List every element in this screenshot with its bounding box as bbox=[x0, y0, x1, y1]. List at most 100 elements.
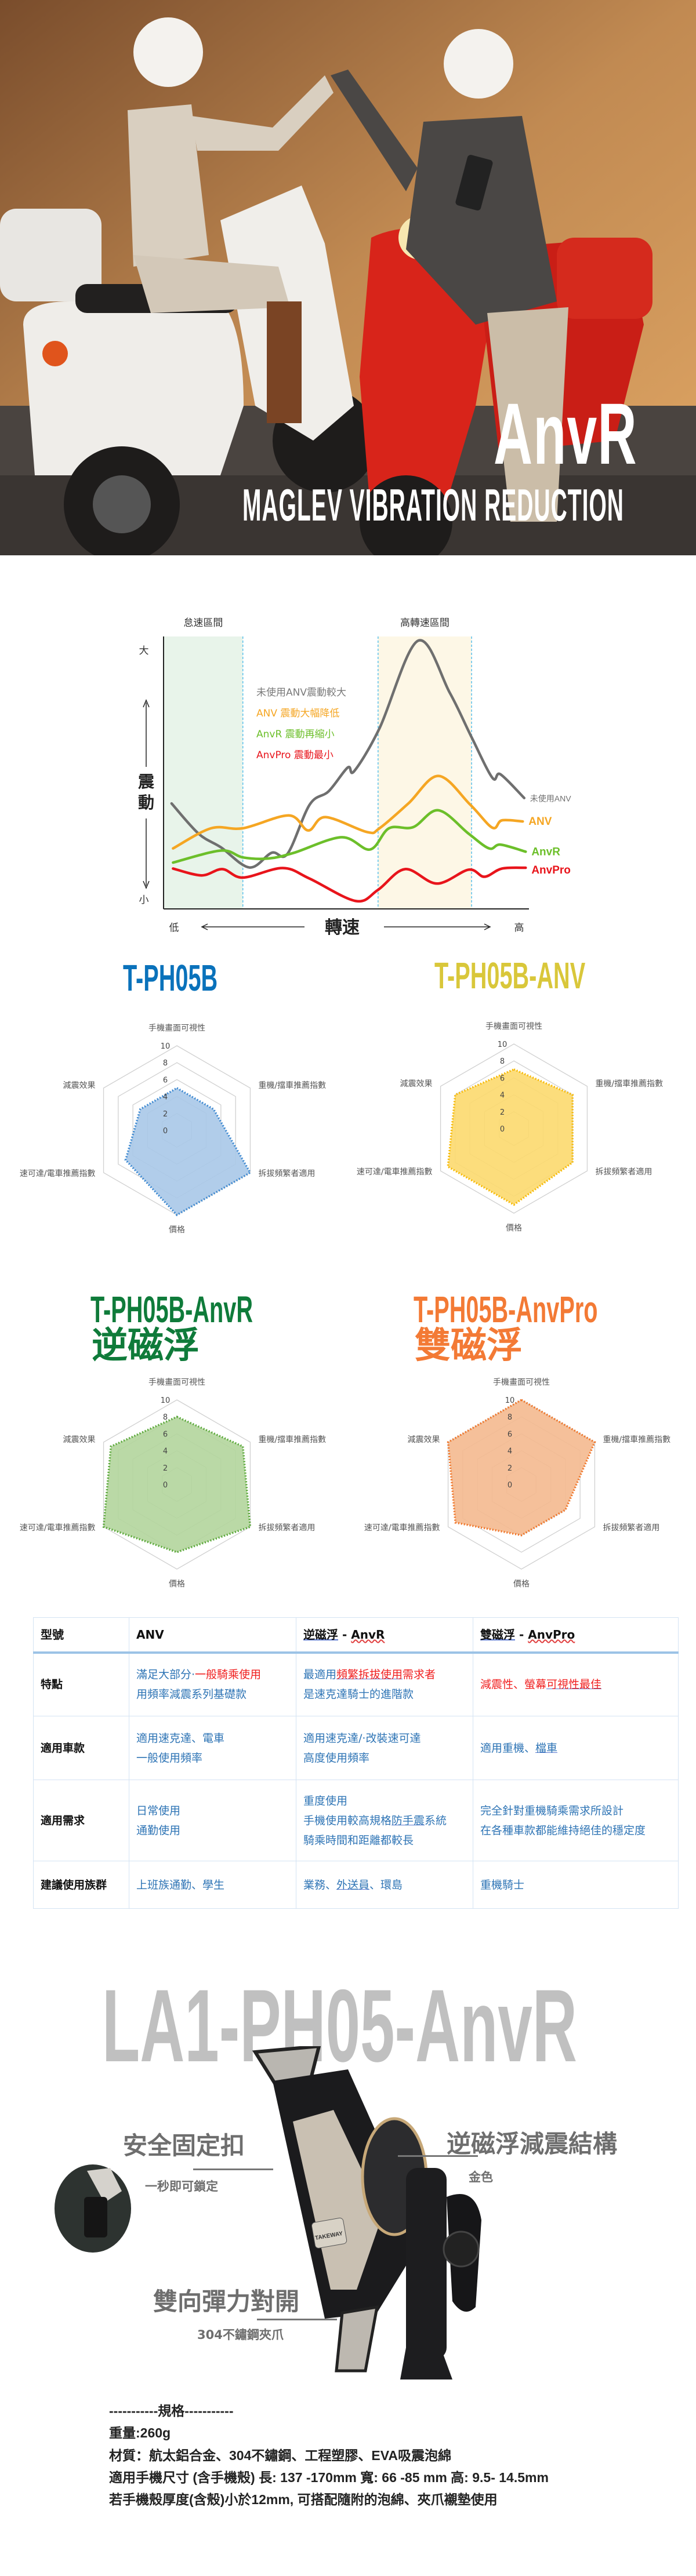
radar-tick-label: 2 bbox=[507, 1464, 512, 1473]
y-high-label: 大 bbox=[139, 645, 149, 657]
table-cell: 適用速克達、電車 一般使用頻率 bbox=[129, 1716, 296, 1780]
spec-material: 材質：航太鋁合金、304不鏽鋼、工程塑膠、EVA吸震泡綿 bbox=[109, 2448, 451, 2463]
series-line-anvpro bbox=[172, 866, 527, 903]
product-model-title: LA1-PH05-AnvR bbox=[102, 1968, 577, 2083]
radar-data-area bbox=[102, 1416, 252, 1553]
row-label: 特點 bbox=[33, 1652, 129, 1716]
radar-gridline bbox=[440, 1043, 588, 1214]
x-low-label: 低 bbox=[169, 922, 179, 934]
radar-axis-label: 手機畫面可視性 bbox=[493, 1378, 550, 1387]
spec-weight: 重量:260g bbox=[109, 2425, 171, 2440]
table-cell: 滿足大部分‧一般騎乘使用 用頻率減震系列基礎款 bbox=[129, 1652, 296, 1716]
series-line-anv bbox=[172, 774, 524, 850]
radar-axis-label: 減震效果 bbox=[400, 1079, 433, 1089]
table-row: 適用車款 適用速克達、電車 一般使用頻率 適用速克達/‧改裝速可達 高度使用頻率 適… bbox=[33, 1716, 679, 1780]
radar-axis-label: 價格 bbox=[506, 1223, 522, 1233]
series-line-anvr bbox=[172, 809, 527, 864]
callout-sub-lock: 一秒即可鎖定 bbox=[145, 2180, 218, 2193]
radar-subtitle-anvr: 逆磁浮 bbox=[92, 1324, 200, 1366]
radar-axis-label: 價格 bbox=[513, 1579, 530, 1589]
x-axis-label: 轉速 bbox=[325, 918, 360, 938]
radar-tick-label: 6 bbox=[507, 1430, 512, 1439]
arrow-head-icon bbox=[143, 699, 150, 708]
radar-tick-label: 8 bbox=[163, 1413, 168, 1422]
table-cell: 日常使用 通勤使用 bbox=[129, 1780, 296, 1861]
radar-title-anvpro: T-PH05B-AnvPro bbox=[414, 1289, 598, 1330]
y-axis-label: 震 bbox=[138, 772, 155, 791]
radar-axis-label: 重機/擋車推薦指數 bbox=[603, 1435, 670, 1445]
chart-region-band bbox=[378, 636, 472, 909]
radar-tick-label: 8 bbox=[507, 1413, 512, 1422]
header-anvr: 逆磁浮 - AnvR bbox=[296, 1617, 473, 1654]
radar-tick-label: 4 bbox=[507, 1447, 512, 1456]
table-row: 建議使用族群 上班族通勤、學生 業務、外送員、環島 重機騎士 bbox=[33, 1861, 679, 1909]
arrow-head-icon bbox=[201, 923, 208, 930]
table-row: 適用需求 日常使用 通勤使用 重度使用 手機使用較高規格防手震系統 騎乘時間和距離都較… bbox=[33, 1780, 679, 1861]
table-cell: 上班族通勤、學生 bbox=[129, 1861, 296, 1909]
callout-title-maglev: 逆磁浮減震結構 bbox=[447, 2130, 618, 2158]
row-label: 建議使用族群 bbox=[33, 1861, 129, 1909]
radar-gridline bbox=[103, 1399, 251, 1570]
radar-axis-label: 重機/擋車推薦指數 bbox=[595, 1079, 663, 1089]
radar-axis-label: 價格 bbox=[169, 1579, 185, 1589]
radar-tick-label: 10 bbox=[505, 1396, 515, 1405]
hero-subtitle: MAGLEV VIBRATION REDUCTION bbox=[242, 479, 624, 530]
radar-tick-label: 4 bbox=[163, 1447, 168, 1456]
callout-line-lock bbox=[193, 2169, 273, 2170]
callout-title-clamp: 雙向彈力對開 bbox=[153, 2287, 300, 2316]
radar-axis-label: 手機畫面可視性 bbox=[148, 1024, 205, 1033]
chart-annotation: AnvPro 震動最小 bbox=[256, 749, 334, 761]
radar-tick-label: 0 bbox=[163, 1481, 168, 1490]
series-line-未使用anv bbox=[170, 639, 526, 869]
table-row: 特點 滿足大部分‧一般騎乘使用 用頻率減震系列基礎款 最適用頻繁拆拔使用需求者 是速… bbox=[33, 1652, 679, 1716]
radar-tick-label: 6 bbox=[163, 1076, 168, 1085]
arrow-head-icon bbox=[143, 881, 150, 889]
y-axis-label: 動 bbox=[138, 793, 154, 812]
radar-axis-label: 拆拔頻繁者適用 bbox=[595, 1167, 652, 1177]
radar-tick-label: 10 bbox=[498, 1040, 507, 1049]
radar-axis-label: 拆拔頻繁者適用 bbox=[603, 1523, 659, 1533]
radar-axis-label: 減震效果 bbox=[63, 1435, 96, 1445]
series-label: AnvR bbox=[531, 846, 560, 858]
lock-detail-inset bbox=[55, 2164, 131, 2253]
region-label: 怠速區間 bbox=[183, 617, 223, 629]
radar-tick-label: 2 bbox=[163, 1464, 168, 1473]
radar-tick-label: 4 bbox=[163, 1093, 168, 1102]
header-model: 型號 bbox=[33, 1617, 129, 1654]
radar-tick-label: 10 bbox=[161, 1396, 171, 1405]
table-cell: 業務、外送員、環島 bbox=[296, 1861, 473, 1909]
radar-tick-label: 6 bbox=[500, 1074, 505, 1083]
callout-sub-maglev: 金色 bbox=[469, 2170, 493, 2184]
table-cell: 最適用頻繁拆拔使用需求者 是速克達騎士的進階款 bbox=[296, 1652, 473, 1716]
radar-axis-label: 速可達/電車推薦指數 bbox=[357, 1167, 433, 1177]
header-anvpro: 雙磁浮 - AnvPro bbox=[473, 1617, 679, 1654]
region-label: 高轉速區間 bbox=[400, 617, 449, 629]
x-high-label: 高 bbox=[514, 922, 524, 934]
radar-tick-label: 8 bbox=[500, 1057, 505, 1066]
radar-axis-label: 重機/擋車推薦指數 bbox=[258, 1080, 326, 1090]
phone-holder-product-image: TAKEWAY bbox=[252, 2046, 481, 2379]
hero-title: AnvR bbox=[494, 385, 637, 482]
radar-data-area bbox=[447, 1398, 596, 1537]
radar-axis-label: 手機畫面可視性 bbox=[485, 1022, 542, 1031]
callout-title-lock: 安全固定扣 bbox=[123, 2131, 245, 2160]
row-label: 適用需求 bbox=[33, 1780, 129, 1861]
comparison-table: 型號 ANV 逆磁浮 - AnvR 雙磁浮 - AnvPro 特點 滿足大部分‧… bbox=[33, 1617, 679, 1909]
radar-axis-label: 拆拔頻繁者適用 bbox=[258, 1169, 315, 1178]
radar-axis-label: 速可達/電車推薦指數 bbox=[364, 1523, 440, 1533]
radar-axis-label: 減震效果 bbox=[408, 1435, 440, 1445]
radar-tick-label: 8 bbox=[163, 1059, 168, 1068]
radar-title-tph05b: T-PH05B bbox=[123, 957, 218, 999]
radar-tick-label: 10 bbox=[161, 1042, 171, 1051]
radar-axis-label: 速可達/電車推薦指數 bbox=[20, 1523, 96, 1533]
radar-title-anvr: T-PH05B-AnvR bbox=[90, 1289, 253, 1330]
radar-axis-label: 減震效果 bbox=[63, 1080, 96, 1090]
specs-heading: -----------規格----------- bbox=[109, 2403, 234, 2418]
row-label: 適用車款 bbox=[33, 1716, 129, 1780]
radar-axis-label: 拆拔頻繁者適用 bbox=[258, 1523, 315, 1533]
